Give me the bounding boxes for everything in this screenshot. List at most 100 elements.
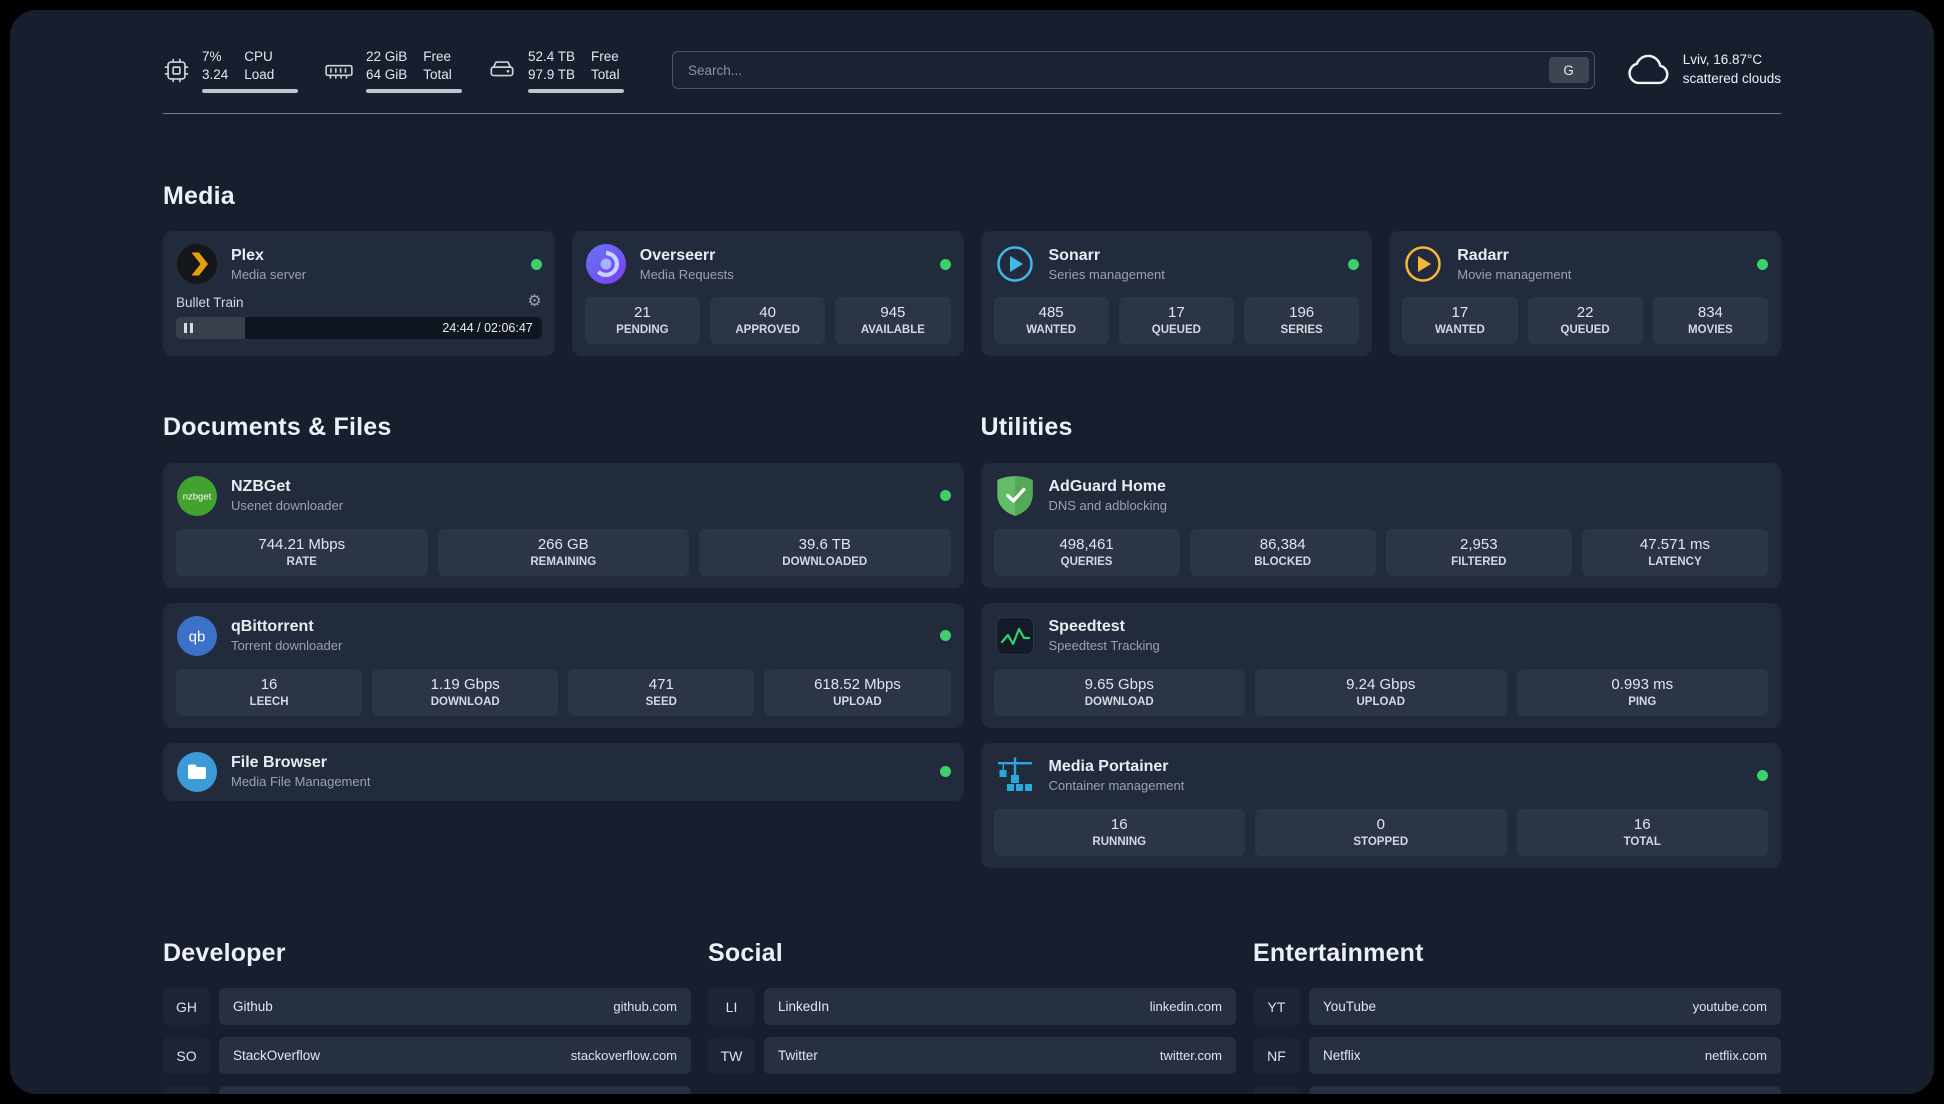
cpu-readout: 7% 3.24 CPU Load bbox=[202, 48, 298, 93]
stat-value: 0.993 ms bbox=[1611, 675, 1674, 693]
stat-value: 22 bbox=[1576, 304, 1594, 322]
bookmark-name: Github bbox=[233, 999, 273, 1015]
card-header: Plex Media server bbox=[176, 243, 542, 285]
gear-icon[interactable]: ⚙ bbox=[527, 293, 542, 311]
app-subtitle: Series management bbox=[1048, 266, 1165, 282]
stat-value: 266 GB bbox=[537, 535, 589, 553]
app-name: Radarr bbox=[1457, 246, 1509, 264]
app-card-portainer[interactable]: Media Portainer Container management 16 … bbox=[980, 742, 1781, 868]
memory-free: 22 GiB bbox=[366, 49, 408, 64]
app-card-overseerr[interactable]: Overseerr Media Requests 21 PENDING 40 A… bbox=[571, 231, 964, 357]
memory-bar bbox=[366, 88, 462, 93]
stat-value: 618.52 Mbps bbox=[814, 675, 901, 693]
app-card-qbittorrent[interactable]: qb qBittorrent Torrent downloader 16 LEE… bbox=[163, 602, 964, 728]
app-card-speedtest[interactable]: Speedtest Speedtest Tracking 9.65 Gbps D… bbox=[980, 602, 1781, 728]
bookmark-link-github[interactable]: Github github.com bbox=[219, 988, 691, 1026]
bookmark-list: GH Github github.com SO StackOverflow st… bbox=[163, 988, 691, 1094]
adguard-icon bbox=[994, 475, 1036, 517]
middle-columns: Documents & Files nzbget NZBGet U bbox=[163, 392, 1781, 868]
card-header: Overseerr Media Requests bbox=[585, 243, 951, 285]
app-name: File Browser bbox=[231, 754, 328, 772]
bookmark-name: YouTube bbox=[1323, 999, 1377, 1015]
stat-box: 618.52 Mbps UPLOAD bbox=[764, 668, 951, 716]
stat-box: 945 AVAILABLE bbox=[835, 297, 951, 345]
cpu-value: 3.24 bbox=[202, 66, 229, 82]
stat-box: 22 QUEUED bbox=[1527, 297, 1643, 345]
app-card-filebrowser[interactable]: File Browser Media File Management bbox=[163, 742, 964, 801]
app-name: Media Portainer bbox=[1048, 758, 1169, 776]
app-subtitle: DNS and adblocking bbox=[1048, 498, 1168, 514]
bookmark-row-twitter: TW Twitter twitter.com bbox=[708, 1037, 1236, 1075]
bookmark-link-dev[interactable]: DEV dev.to bbox=[219, 1086, 691, 1094]
bookmark-url: netflix.com bbox=[1704, 1048, 1767, 1064]
filebrowser-icon bbox=[176, 751, 218, 793]
stat-value: 16 bbox=[1110, 815, 1128, 833]
stat-box: 744.21 Mbps RATE bbox=[176, 528, 428, 576]
bookmark-url: stackoverflow.com bbox=[570, 1048, 677, 1064]
playback-progress-fill bbox=[176, 317, 246, 340]
pause-icon[interactable] bbox=[184, 323, 193, 334]
app-name: qBittorrent bbox=[231, 618, 314, 636]
card-header: qb qBittorrent Torrent downloader bbox=[176, 615, 951, 657]
bookmark-group-social: Social LI LinkedIn linkedin.com TW Twitt… bbox=[708, 918, 1236, 1094]
stat-label: RATE bbox=[286, 555, 317, 568]
search-input[interactable] bbox=[686, 61, 1549, 79]
app-card-radarr[interactable]: Radarr Movie management 17 WANTED 22 QUE… bbox=[1389, 231, 1781, 357]
playback-progress-bar[interactable]: 24:44 / 02:06:47 bbox=[176, 317, 542, 340]
stat-value: 17 bbox=[1451, 304, 1469, 322]
stat-value: 16 bbox=[260, 675, 278, 693]
app-subtitle: Torrent downloader bbox=[231, 638, 343, 654]
overseerr-icon bbox=[585, 243, 627, 285]
stat-box: 47.571 ms LATENCY bbox=[1581, 528, 1768, 576]
stat-box: 9.65 Gbps DOWNLOAD bbox=[993, 668, 1245, 716]
memory-label-top: Free bbox=[423, 49, 452, 64]
playback-time: 24:44 / 02:06:47 bbox=[442, 321, 533, 336]
stat-label: LEECH bbox=[249, 695, 289, 708]
section-media: Media Plex Media server bbox=[163, 182, 1781, 357]
app-name: Speedtest bbox=[1048, 618, 1125, 636]
stat-box: 9.24 Gbps UPLOAD bbox=[1255, 668, 1507, 716]
app-card-nzbget[interactable]: nzbget NZBGet Usenet downloader 744.21 M… bbox=[163, 462, 964, 588]
bookmark-link-linkedin[interactable]: LinkedIn linkedin.com bbox=[764, 988, 1236, 1026]
speedtest-icon bbox=[994, 615, 1036, 657]
utilities-section-title: Utilities bbox=[980, 413, 1073, 442]
bookmark-link-youtube[interactable]: YouTube youtube.com bbox=[1309, 988, 1781, 1026]
stat-box: 21 PENDING bbox=[584, 297, 700, 345]
bookmark-link-stackoverflow[interactable]: StackOverflow stackoverflow.com bbox=[219, 1037, 691, 1075]
stat-box: 86,384 BLOCKED bbox=[1189, 528, 1376, 576]
bookmark-abbr: RE bbox=[1253, 1086, 1300, 1094]
developer-section-title: Developer bbox=[163, 938, 286, 967]
stat-label: APPROVED bbox=[735, 324, 800, 337]
app-subtitle: Media Requests bbox=[639, 266, 734, 282]
app-card-adguard[interactable]: AdGuard Home DNS and adblocking 498,461 … bbox=[980, 462, 1781, 588]
weather-widget[interactable]: Lviv, 16.87°C scattered clouds bbox=[1625, 51, 1781, 89]
stat-label: FILTERED bbox=[1451, 555, 1507, 568]
app-card-sonarr[interactable]: Sonarr Series management 485 WANTED 17 Q… bbox=[980, 231, 1373, 357]
bookmark-abbr: SO bbox=[163, 1037, 210, 1075]
cpu-label-top: CPU bbox=[244, 49, 273, 64]
status-dot bbox=[939, 630, 951, 642]
stat-value: 485 bbox=[1038, 304, 1064, 322]
disk-label-bottom: Total bbox=[591, 66, 620, 82]
search-engine-button[interactable]: G bbox=[1548, 57, 1589, 84]
bookmark-link-twitter[interactable]: Twitter twitter.com bbox=[764, 1037, 1236, 1075]
stat-value: 16 bbox=[1633, 815, 1651, 833]
cpu-label-bottom: Load bbox=[244, 66, 275, 82]
stat-box: 16 RUNNING bbox=[993, 808, 1245, 856]
bookmark-link-reddit[interactable]: Reddit reddit.com bbox=[1309, 1086, 1781, 1094]
stat-box: 16 LEECH bbox=[176, 668, 363, 716]
app-card-plex[interactable]: Plex Media server Bullet Train ⚙ 24:44 /… bbox=[163, 231, 555, 357]
card-header: Sonarr Series management bbox=[994, 243, 1360, 285]
topbar-divider bbox=[163, 112, 1781, 114]
bookmark-abbr: TW bbox=[708, 1037, 755, 1075]
drive-icon bbox=[488, 57, 516, 84]
bookmark-abbr: LI bbox=[708, 988, 755, 1026]
status-dot bbox=[939, 258, 951, 270]
stat-box: 0.993 ms PING bbox=[1516, 668, 1768, 716]
documents-section-title: Documents & Files bbox=[163, 413, 392, 442]
bookmark-link-netflix[interactable]: Netflix netflix.com bbox=[1309, 1037, 1781, 1075]
nzbget-icon: nzbget bbox=[176, 475, 218, 517]
svg-text:nzbget: nzbget bbox=[183, 491, 212, 502]
dashboard-content: 7% 3.24 CPU Load bbox=[10, 10, 1934, 1094]
stat-label: BLOCKED bbox=[1254, 555, 1312, 568]
